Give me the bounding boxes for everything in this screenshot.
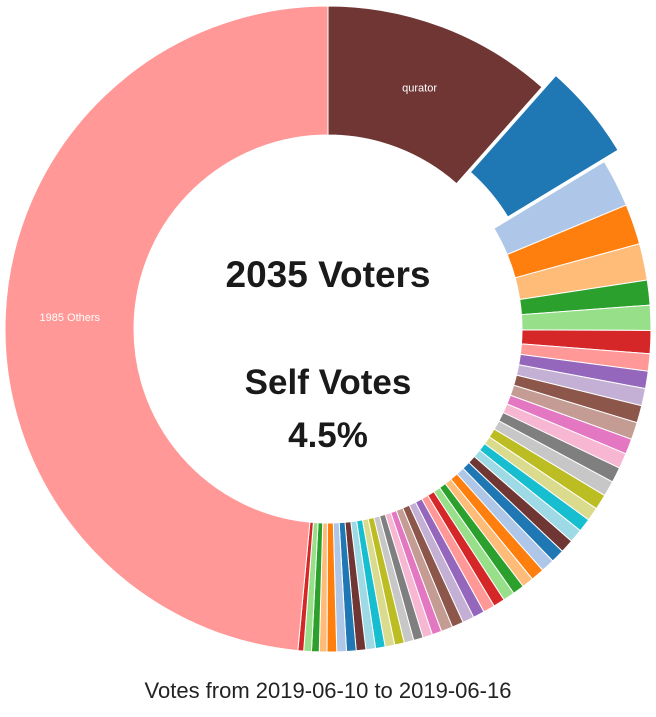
donut-chart: qurator 1985 Others 2035 Voters Self Vote… xyxy=(4,5,652,653)
chart-caption: Votes from 2019-06-10 to 2019-06-16 xyxy=(144,678,512,703)
slice-label: 1985 Others xyxy=(40,312,101,324)
center-self-votes-value: 4.5% xyxy=(288,416,368,455)
donut-slice xyxy=(327,5,543,185)
slice-labels: qurator 1985 Others xyxy=(40,82,438,324)
donut-slices xyxy=(4,5,652,653)
donut-slice xyxy=(469,74,619,218)
slice-label: qurator xyxy=(402,82,437,94)
center-self-votes-label: Self Votes xyxy=(245,363,412,402)
donut-slice xyxy=(4,5,329,652)
center-voters-text: 2035 Voters xyxy=(226,254,431,295)
